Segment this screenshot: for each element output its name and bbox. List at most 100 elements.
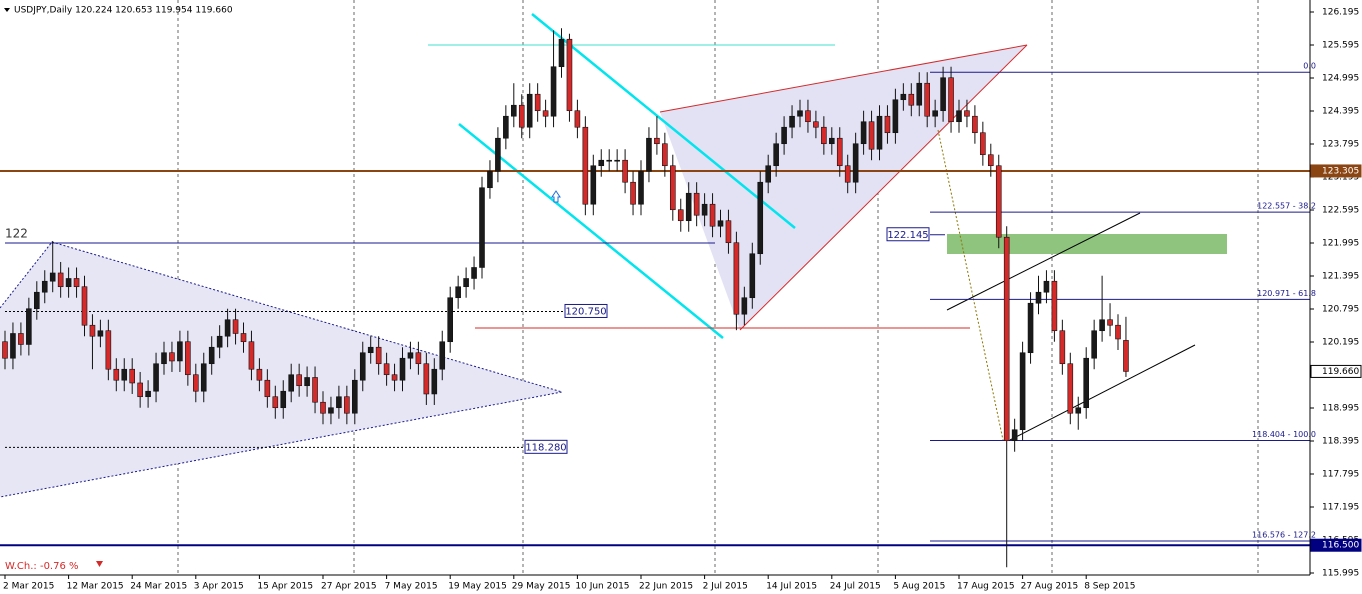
candle-body [995, 165, 1002, 238]
candle-body [797, 110, 803, 117]
candle-body [1051, 280, 1058, 332]
level-box [886, 227, 930, 242]
candle-body [1091, 330, 1097, 359]
candle-body [375, 346, 382, 365]
candle-body [177, 341, 183, 362]
candle-body [534, 93, 541, 112]
arrow-icon [551, 190, 561, 203]
candle-body [733, 242, 740, 315]
candle-body [916, 82, 923, 106]
y-tick-label: 121.995 [1322, 239, 1359, 249]
x-tick-label: 14 Jul 2015 [766, 582, 817, 592]
price-box [1310, 364, 1362, 378]
candle-body [280, 390, 287, 409]
x-tick-label: 22 Jun 2015 [639, 582, 693, 592]
candle-body [685, 192, 692, 222]
candle-body [693, 192, 700, 216]
candle-body [980, 132, 986, 156]
candle-body [272, 396, 279, 409]
channel-line [531, 13, 796, 229]
candle-body [121, 368, 128, 381]
candle-body [359, 352, 366, 381]
candle-body [813, 121, 819, 128]
candle-body [248, 341, 255, 370]
candle-body [1043, 280, 1050, 293]
candle-body [677, 209, 684, 222]
candle-body [2, 341, 8, 359]
price-label: 123.305 [1322, 166, 1359, 176]
candle-body [240, 333, 247, 343]
x-tick-label: 19 May 2015 [448, 582, 507, 592]
candle-body [606, 159, 613, 162]
levels: 122 [0, 71, 1310, 547]
wedge-line [659, 44, 1028, 113]
candle-body [264, 379, 271, 398]
candle-body [97, 330, 104, 337]
candle-body [844, 165, 851, 183]
x-tick-label: 27 Aug 2015 [1021, 582, 1079, 592]
candle-body [65, 278, 72, 288]
candle-body [972, 115, 978, 134]
x-tick-label: 7 May 2015 [385, 582, 438, 592]
triangle-shade [0, 242, 562, 497]
wedge-line [739, 44, 1028, 331]
candle-body [153, 363, 159, 392]
x-tick-label: 10 Jun 2015 [575, 582, 629, 592]
candle-body [232, 319, 239, 334]
y-tick-label: 122.595 [1322, 206, 1359, 216]
candle-body [415, 352, 422, 365]
candle-body [924, 82, 931, 117]
candle-body [932, 110, 938, 117]
y-tick-label: 123.795 [1322, 140, 1359, 150]
candle-body [200, 363, 207, 392]
candle-body [224, 319, 231, 337]
candle-body [336, 396, 342, 409]
level-label: 120.750 [565, 306, 606, 317]
candle-body [1107, 319, 1113, 326]
candle-body [773, 143, 779, 167]
price-box [1310, 164, 1362, 178]
candle-body [749, 253, 756, 299]
candle-body [662, 143, 668, 167]
header: USDJPY,Daily 120.224 120.653 119.954 119… [14, 6, 233, 16]
x-tick-label: 17 Aug 2015 [957, 582, 1015, 592]
candle-body [49, 272, 56, 282]
candle-body [89, 324, 96, 337]
candle-body [296, 374, 302, 387]
candle-body [1115, 324, 1121, 340]
candle-body [1003, 236, 1010, 442]
price-label: 116.500 [1322, 541, 1359, 551]
candle-body [288, 374, 295, 392]
y-tick-label: 123.195 [1322, 173, 1359, 183]
level-box [564, 303, 608, 318]
candle-body [828, 137, 835, 145]
candle-body [81, 286, 88, 326]
candle-body [137, 382, 143, 398]
candle-body [57, 272, 64, 288]
fib-label: 120.971 - 61.8 [1257, 289, 1316, 298]
overlay: 126.195 125.595 124.995 124.395 123.795 123.1… [3, 8, 1362, 592]
candle-body [41, 280, 48, 293]
fib-label: 122.557 - 38.2 [1257, 202, 1316, 211]
candle-body [367, 346, 374, 354]
channel-line [458, 123, 724, 339]
candle-body [614, 159, 620, 162]
x-tick-label: 8 Sep 2015 [1084, 582, 1135, 592]
candle-body [654, 137, 660, 145]
candle-body [351, 379, 358, 414]
candle-body [431, 368, 438, 395]
level-label: 118.280 [525, 442, 566, 453]
candle-body [1083, 357, 1089, 409]
candle-body [105, 330, 112, 370]
candle-body [558, 38, 565, 68]
y-tick-label: 115.995 [1322, 569, 1359, 579]
y-tick-label: 124.395 [1322, 107, 1359, 117]
candle-body [18, 333, 24, 345]
trend-line [1009, 344, 1196, 441]
x-tick-label: 27 Apr 2015 [321, 582, 377, 592]
candle-body [455, 286, 461, 299]
candle-body [145, 390, 151, 398]
candle-body [550, 66, 557, 117]
x-tick-label: 2 Jul 2015 [703, 582, 748, 592]
